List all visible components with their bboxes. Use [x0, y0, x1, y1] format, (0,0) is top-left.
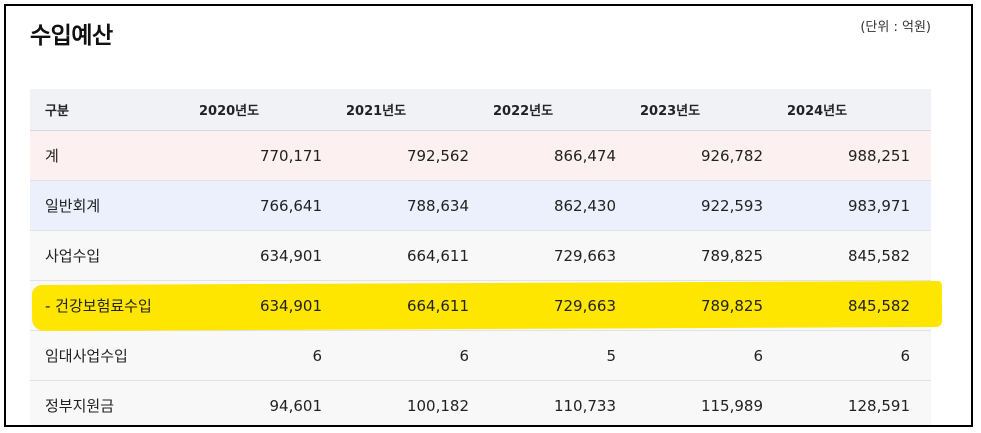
cell-2021: 792,562	[406, 146, 469, 165]
cell-2020: 634,901	[259, 296, 322, 315]
header-2020: 2020년도	[199, 104, 260, 119]
row-label: - 건강보험료수입	[45, 297, 152, 315]
row-label: 정부지원금	[45, 397, 115, 415]
cell-2024: 845,582	[847, 246, 910, 265]
cell-2024: 983,971	[847, 196, 910, 215]
unit-note: (단위 : 억원)	[860, 20, 931, 35]
page-title: 수입예산	[30, 23, 113, 49]
table-row-government-subsidy: 정부지원금 94,601 100,182 110,733 115,989 128…	[30, 381, 931, 425]
cell-2020: 94,601	[269, 396, 323, 415]
cell-2024: 6	[900, 346, 910, 365]
cell-2023: 789,825	[700, 296, 763, 315]
cell-2022: 110,733	[553, 396, 616, 415]
cell-2021: 6	[459, 346, 469, 365]
cell-2020: 766,641	[259, 196, 322, 215]
row-label: 계	[45, 147, 59, 165]
table-row-business-income: 사업수입 634,901 664,611 729,663 789,825 845…	[30, 231, 931, 281]
table-row-general-account: 일반회계 766,641 788,634 862,430 922,593 983…	[30, 181, 931, 231]
header-2024: 2024년도	[787, 104, 848, 119]
cell-2022: 866,474	[553, 146, 616, 165]
cell-2022: 5	[606, 346, 616, 365]
row-label: 사업수입	[45, 247, 101, 265]
header-2021: 2021년도	[346, 104, 407, 119]
cell-2021: 664,611	[406, 296, 469, 315]
cell-2021: 788,634	[406, 196, 469, 215]
cell-2022: 862,430	[553, 196, 616, 215]
header-category: 구분	[45, 104, 69, 119]
cell-2021: 100,182	[406, 396, 469, 415]
cell-2023: 6	[753, 346, 763, 365]
table-row-health-insurance-income: - 건강보험료수입 634,901 664,611 729,663 789,82…	[30, 281, 943, 331]
cell-2023: 789,825	[700, 246, 763, 265]
cell-2023: 922,593	[700, 196, 763, 215]
cell-2023: 115,989	[700, 396, 763, 415]
cell-2022: 729,663	[553, 296, 616, 315]
budget-table: 구분 2020년도 2021년도 2022년도 2023년도 2024년도 계 …	[30, 89, 943, 425]
row-label: 일반회계	[45, 197, 101, 215]
cell-2021: 664,611	[406, 246, 469, 265]
row-label: 임대사업수입	[45, 347, 128, 365]
cell-2024: 128,591	[847, 396, 910, 415]
table-header-row: 구분 2020년도 2021년도 2022년도 2023년도 2024년도	[30, 89, 931, 131]
cell-2024: 845,582	[847, 296, 910, 315]
table-row-total: 계 770,171 792,562 866,474 926,782 988,25…	[30, 131, 931, 181]
screenshot-frame: 수입예산 (단위 : 억원) 구분 2020년도 2021년도 2022년도 2…	[4, 4, 973, 427]
header-2022: 2022년도	[493, 104, 554, 119]
cell-2022: 729,663	[553, 246, 616, 265]
cell-2024: 988,251	[847, 146, 910, 165]
table-row-rental-income: 임대사업수입 6 6 5 6 6	[30, 331, 931, 381]
header-2023: 2023년도	[640, 104, 701, 119]
cell-2023: 926,782	[700, 146, 763, 165]
cell-2020: 634,901	[259, 246, 322, 265]
cell-2020: 770,171	[259, 146, 322, 165]
cell-2020: 6	[312, 346, 322, 365]
